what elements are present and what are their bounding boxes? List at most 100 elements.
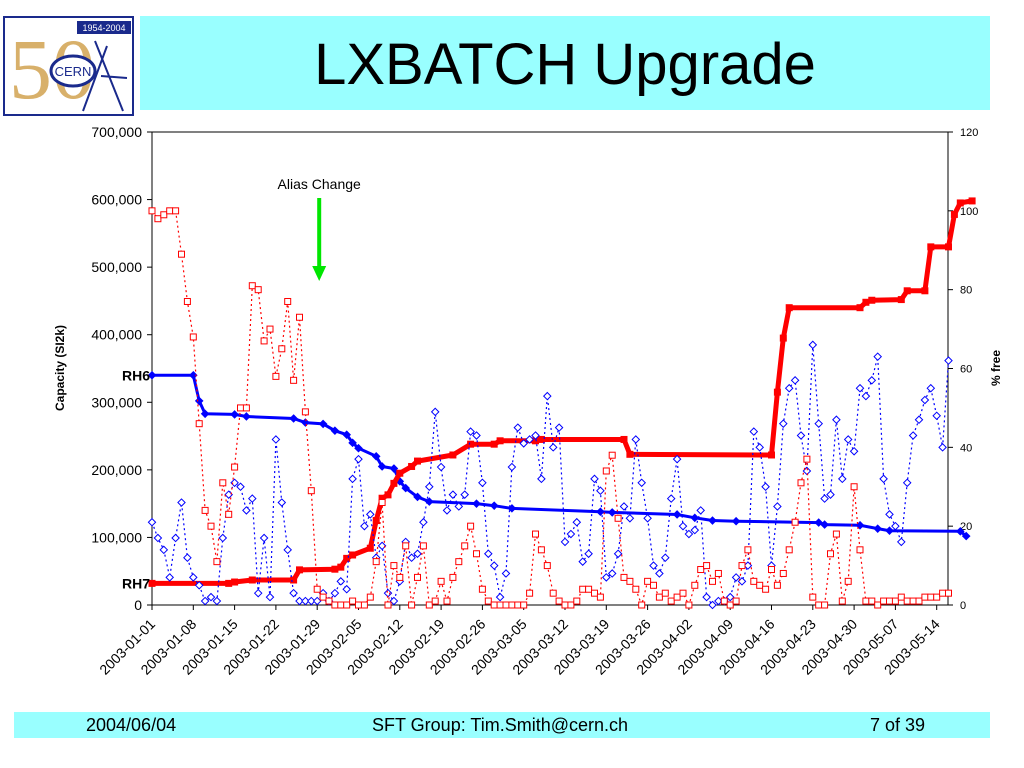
- data-point: [247, 494, 257, 503]
- data-point: [814, 419, 824, 428]
- data-point: [572, 517, 582, 527]
- svg-text:1954-2004: 1954-2004: [82, 23, 125, 33]
- data-point: [873, 524, 883, 533]
- data-point: [808, 340, 818, 350]
- data-point: [666, 494, 676, 503]
- data-point: [502, 601, 510, 609]
- data-point: [856, 304, 864, 312]
- y2-tick-label: 0: [960, 600, 966, 612]
- y-tick-label: 0: [134, 597, 142, 613]
- slide-title: LXBATCH Upgrade: [314, 32, 816, 97]
- data-point: [685, 601, 693, 609]
- data-point: [424, 482, 434, 492]
- data-point: [390, 562, 398, 570]
- data-point: [679, 589, 687, 597]
- series-rh7: [148, 197, 976, 587]
- data-point: [490, 601, 498, 609]
- data-point: [584, 549, 593, 559]
- data-point: [377, 541, 387, 551]
- title-band: [140, 16, 990, 110]
- data-point: [289, 414, 298, 423]
- y-tick-label: 700,000: [91, 124, 142, 140]
- data-point: [690, 513, 700, 523]
- data-point: [408, 601, 416, 609]
- data-point: [796, 431, 806, 440]
- data-point: [933, 593, 941, 601]
- data-point: [732, 597, 740, 605]
- data-point: [172, 207, 180, 215]
- data-point: [289, 588, 298, 598]
- data-point: [213, 558, 221, 566]
- data-point: [265, 592, 275, 602]
- data-point: [773, 581, 781, 589]
- data-point: [532, 530, 539, 538]
- data-point: [449, 451, 457, 459]
- data-point: [879, 474, 888, 484]
- data-point: [678, 521, 688, 531]
- data-point: [902, 478, 912, 488]
- data-point: [826, 490, 835, 499]
- data-point: [431, 597, 439, 605]
- data-point: [337, 563, 345, 571]
- plot-area: [151, 131, 949, 606]
- series-label-rh6: RH6: [122, 367, 150, 383]
- footer-page-number: 7 of 39: [870, 715, 926, 735]
- data-point: [773, 388, 781, 396]
- data-point: [620, 435, 628, 443]
- data-point: [366, 593, 374, 601]
- data-point: [596, 486, 605, 495]
- data-point: [283, 545, 293, 555]
- data-point: [726, 601, 734, 609]
- data-point: [489, 561, 499, 570]
- data-point: [225, 579, 233, 587]
- data-point: [295, 596, 304, 606]
- data-point: [160, 211, 168, 219]
- data-point: [200, 596, 210, 606]
- data-point: [153, 533, 163, 543]
- data-point: [355, 601, 362, 609]
- data-point: [849, 446, 859, 456]
- data-point: [696, 506, 706, 515]
- series-line: [151, 210, 949, 608]
- series-free-rh6: [147, 340, 953, 610]
- data-point: [307, 487, 315, 495]
- data-point: [473, 550, 480, 558]
- data-point: [750, 577, 758, 585]
- data-point: [336, 577, 346, 586]
- data-point: [448, 490, 458, 499]
- data-point: [231, 463, 239, 471]
- data-point: [319, 593, 327, 601]
- data-point: [643, 513, 652, 523]
- data-point: [768, 566, 775, 574]
- data-point: [827, 550, 834, 558]
- data-point: [260, 337, 268, 345]
- data-point: [961, 531, 971, 541]
- data-point: [454, 502, 464, 511]
- data-point: [590, 474, 599, 484]
- data-point: [768, 451, 775, 459]
- data-point: [897, 593, 905, 601]
- data-point: [762, 585, 770, 593]
- data-point: [820, 494, 829, 503]
- data-point: [443, 597, 451, 605]
- data-point: [684, 529, 694, 539]
- data-point: [419, 517, 428, 527]
- data-point: [414, 573, 421, 581]
- y-tick-label: 600,000: [91, 192, 142, 208]
- data-point: [330, 588, 340, 598]
- data-point: [372, 558, 380, 566]
- data-point: [744, 546, 752, 554]
- annotation-label: Alias Change: [278, 176, 361, 192]
- data-point: [945, 589, 952, 597]
- data-point: [306, 596, 316, 606]
- data-point: [230, 478, 239, 488]
- data-point: [814, 518, 824, 527]
- data-point: [614, 514, 622, 522]
- data-point: [655, 569, 664, 578]
- data-point: [573, 597, 581, 605]
- data-point: [927, 243, 935, 251]
- data-point: [690, 525, 700, 535]
- cern-50-logo: 50 1954-2004 CERN: [3, 16, 134, 116]
- data-point: [407, 553, 416, 563]
- data-point: [242, 412, 251, 421]
